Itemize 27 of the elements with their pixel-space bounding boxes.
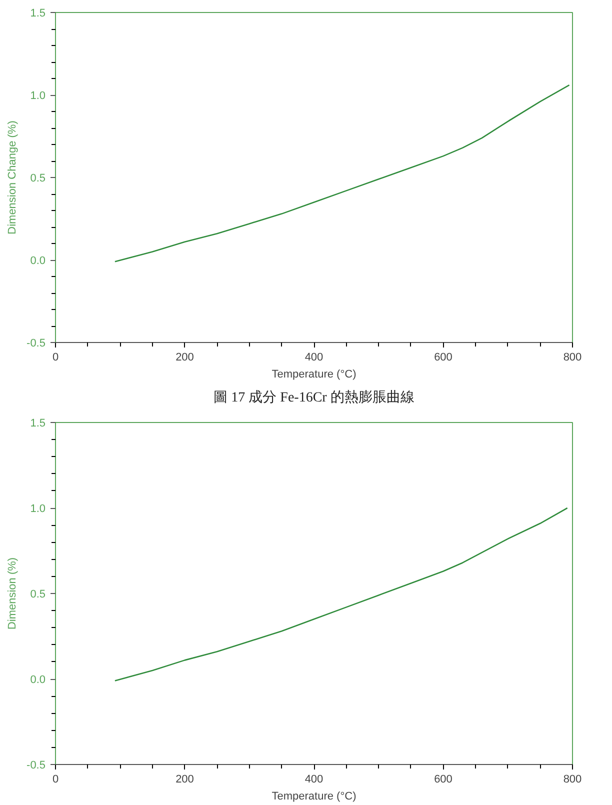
y-tick-label: 0.5 [30, 588, 46, 600]
y-tick-label: 1.5 [30, 8, 46, 20]
line-series [114, 84, 570, 262]
y-tick-label: 1.0 [30, 503, 46, 515]
x-tick-label: 800 [563, 352, 582, 364]
line-series [114, 507, 568, 682]
x-tick-label: 600 [434, 352, 452, 364]
y-tick-label: 1.5 [30, 418, 46, 430]
x-tick-label: 600 [434, 774, 452, 786]
x-tick-label: 400 [304, 774, 324, 786]
y-axis-title: Dimension Change (%) [6, 120, 19, 234]
x-tick-label: 200 [176, 774, 194, 786]
x-tick-label: 400 [304, 352, 324, 364]
x-tick-label: 0 [52, 352, 59, 364]
x-tick-label: 800 [563, 774, 582, 786]
y-tick-label: 0.0 [30, 674, 46, 686]
y-tick-label: 0.0 [30, 255, 46, 267]
y-tick-label: 1.0 [30, 90, 46, 102]
y-tick-label: -0.5 [26, 760, 46, 772]
caption: 圖 17 成分 Fe-16Cr 的熱膨脹曲線 [214, 390, 414, 406]
x-axis-title: Temperature (°C) [272, 790, 356, 802]
y-axis-title: Dimension (%) [6, 557, 19, 630]
x-axis-title: Temperature (°C) [272, 368, 356, 380]
x-tick-label: 0 [52, 774, 59, 786]
x-tick-label: 200 [176, 352, 194, 364]
y-tick-label: 0.5 [30, 172, 46, 184]
y-tick-label: -0.5 [26, 338, 46, 350]
